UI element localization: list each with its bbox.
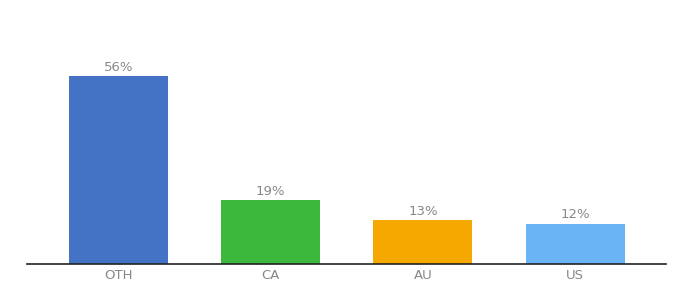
Text: 12%: 12% [560,208,590,221]
Text: 56%: 56% [104,61,133,74]
Bar [373,220,473,264]
Text: 19%: 19% [256,184,286,198]
Bar [221,200,320,264]
Bar [69,76,168,264]
Bar [526,224,624,264]
Text: 13%: 13% [408,205,438,218]
